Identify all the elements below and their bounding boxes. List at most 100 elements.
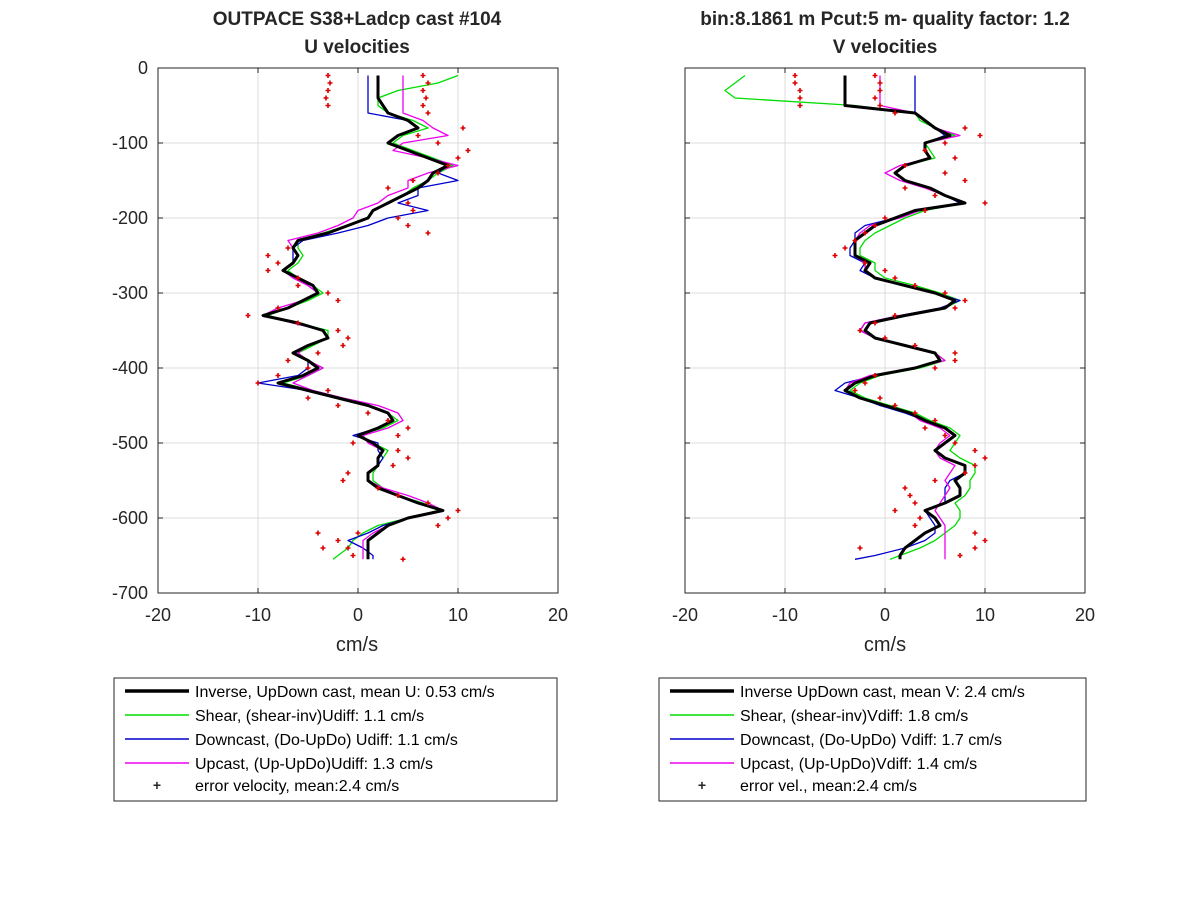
error-velocity-marker [465,148,471,153]
error-velocity-marker [942,433,948,438]
error-velocity-marker [912,343,918,348]
error-velocity-marker [902,485,908,491]
error-velocity-marker [405,425,411,431]
error-velocity-marker [962,298,968,303]
u-x-axis-label: cm/s [336,634,378,656]
error-velocity-marker [400,556,406,562]
error-velocity-marker [245,313,251,318]
series-shear-line [267,74,459,560]
error-velocity-marker [365,410,371,416]
error-velocity-marker [912,283,918,288]
error-velocity-marker [405,223,411,228]
error-velocity-marker [872,223,878,228]
error-velocity-marker [942,140,948,146]
x-tick-label: -20 [145,605,171,625]
error-velocity-marker [877,103,883,108]
v-legend-downcast: Downcast, (Do-UpDo) Vdiff: 1.7 cm/s [740,732,1002,749]
v-plot-area [724,73,988,560]
error-velocity-marker [445,163,451,168]
x-tick-label: 20 [548,605,568,625]
error-velocity-marker [335,538,341,543]
error-velocity-marker [952,350,958,356]
y-tick-label: -600 [112,508,148,528]
v-panel-title-line2: V velocities [833,37,938,58]
error-velocity-marker [420,88,426,93]
y-tick-label: -200 [112,208,148,228]
error-velocity-marker [942,170,948,176]
error-velocity-marker [912,410,918,416]
error-velocity-marker [942,290,948,296]
v-x-ticks: -20 -10 0 10 20 [672,68,1095,625]
error-velocity-marker [435,140,441,146]
legend-swatch-error: + [698,777,706,793]
u-x-ticks: -20 -10 0 10 20 [145,68,568,625]
error-velocity-marker [405,200,411,206]
error-velocity-marker [323,95,329,101]
x-tick-label: -20 [672,605,698,625]
u-legend-error: error velocity, mean:2.4 cm/s [195,778,399,795]
error-velocity-marker [892,508,898,513]
x-tick-label: -10 [772,605,798,625]
x-tick-label: 0 [880,605,890,625]
error-velocity-marker [275,305,281,311]
error-velocity-marker [355,530,361,536]
y-tick-label: 0 [138,58,148,78]
error-velocity-marker [285,358,291,363]
error-velocity-marker [255,380,261,386]
error-velocity-marker [912,500,918,506]
error-velocity-marker [350,553,356,558]
error-velocity-marker [345,335,351,341]
x-tick-label: 0 [353,605,363,625]
error-velocity-marker [832,253,838,258]
error-velocity-marker [340,343,346,348]
x-tick-label: 10 [448,605,468,625]
error-velocity-marker [325,103,331,108]
error-velocity-marker [375,485,381,491]
error-velocity-marker [902,163,908,168]
error-velocity-marker [862,260,868,266]
error-velocity-marker [922,425,928,431]
error-velocity-marker [335,403,341,408]
error-velocity-marker [445,515,451,521]
error-velocity-marker [797,95,803,101]
error-velocity-marker [932,478,938,483]
error-velocity-marker [982,538,988,543]
error-velocity-marker [415,133,421,138]
error-velocity-marker [892,313,898,318]
u-panel-title-line1: OUTPACE S38+Ladcp cast #104 [213,9,502,30]
error-velocity-marker [340,478,346,483]
error-velocity-marker [350,440,356,446]
series-shear-line [724,74,976,560]
error-velocity-marker [315,350,321,356]
x-tick-label: 20 [1075,605,1095,625]
error-velocity-marker [335,328,341,333]
error-velocity-marker [957,553,963,558]
v-panel-title-line1: bin:8.1861 m Pcut:5 m- quality factor: 1… [700,9,1070,30]
v-legend-error: error vel., mean:2.4 cm/s [740,778,917,795]
y-tick-label: -500 [112,433,148,453]
error-velocity-marker [395,215,401,221]
error-velocity-marker [345,470,351,476]
error-velocity-marker [872,95,878,101]
error-velocity-marker [797,88,803,93]
u-legend-downcast: Downcast, (Do-UpDo) Udiff: 1.1 cm/s [195,732,458,749]
error-velocity-marker [882,335,888,341]
error-velocity-marker [972,545,978,551]
error-velocity-marker [395,433,401,438]
error-velocity-marker [892,110,898,116]
error-velocity-marker [797,103,803,108]
x-tick-label: -10 [245,605,271,625]
error-velocity-marker [862,380,868,386]
error-velocity-marker [265,268,271,273]
error-velocity-marker [917,515,923,521]
error-velocity-marker [410,208,416,213]
error-velocity-marker [982,455,988,461]
error-velocity-marker [410,178,416,183]
v-y-ticks [685,67,1085,594]
error-velocity-marker [877,88,883,93]
error-velocity-marker [882,215,888,221]
error-velocity-marker [420,73,426,78]
error-velocity-marker [435,523,441,528]
v-legend-upcast: Upcast, (Up-UpDo)Vdiff: 1.4 cm/s [740,756,977,773]
